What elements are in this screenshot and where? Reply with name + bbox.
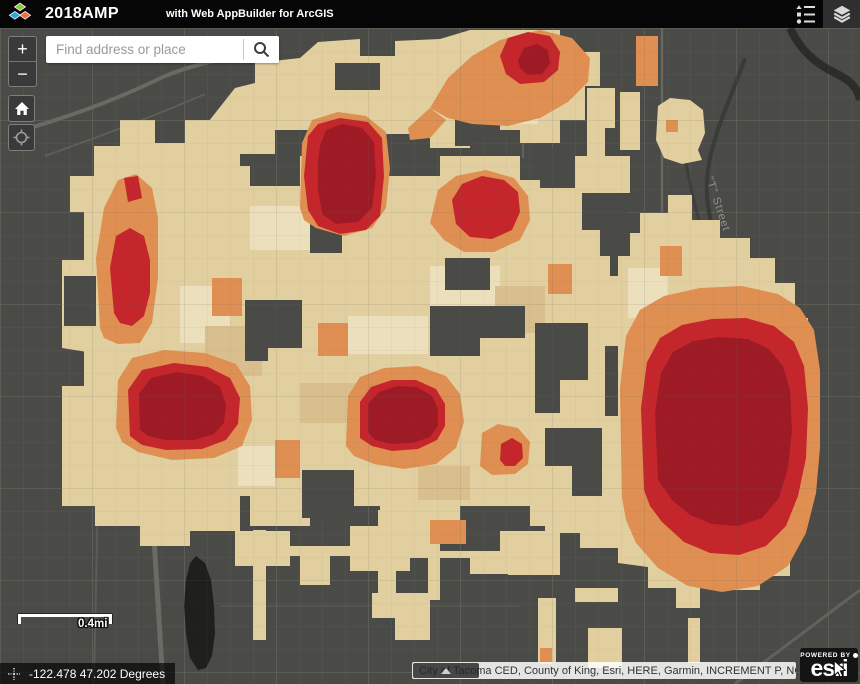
search-widget (46, 36, 279, 63)
attribution-text: City of Tacoma CED, County of King, Esri… (419, 664, 796, 677)
zoom-in-button[interactable]: + (17, 39, 28, 59)
basemap-svg: "T" Street (0, 28, 860, 684)
attribution-bar: City of Tacoma CED, County of King, Esri… (412, 662, 796, 679)
locate-button[interactable] (8, 124, 35, 151)
legend-button[interactable] (789, 0, 823, 28)
search-button[interactable] (244, 36, 279, 63)
zoom-control: + − (8, 36, 37, 87)
scale-bar-label: 0.4mi (78, 618, 108, 630)
app-title: 2018AMP (45, 5, 119, 22)
esri-logo: esri (810, 655, 849, 682)
globe-dot-icon (852, 653, 858, 659)
layers-icon (833, 5, 850, 23)
locate-icon (13, 129, 30, 146)
scale-bar-line (18, 614, 112, 624)
search-input[interactable] (46, 36, 243, 63)
chevron-up-icon (441, 667, 451, 674)
app-subtitle: with Web AppBuilder for ArcGIS (165, 8, 334, 20)
web-appbuilder-logo (8, 2, 32, 20)
map-canvas[interactable]: "T" Street (0, 28, 860, 684)
layers-button[interactable] (823, 0, 860, 28)
powered-by-esri-badge[interactable]: POWERED BY esri (800, 648, 858, 682)
attribution-expander-button[interactable] (413, 663, 479, 678)
coordinates-widget: -122.478 47.202 Degrees (0, 663, 176, 684)
legend-icon (796, 5, 815, 24)
home-icon (14, 102, 29, 115)
coordinates-readout: -122.478 47.202 Degrees (29, 666, 166, 681)
app-header: 2018AMP with Web AppBuilder for ArcGIS (0, 0, 860, 28)
powered-by-label: POWERED BY (800, 652, 851, 660)
search-icon (254, 42, 270, 58)
zoom-out-button[interactable]: − (17, 64, 28, 84)
crosshair-icon[interactable] (5, 666, 23, 682)
home-button[interactable] (8, 95, 35, 122)
scale-bar: 0.4mi (18, 614, 128, 640)
